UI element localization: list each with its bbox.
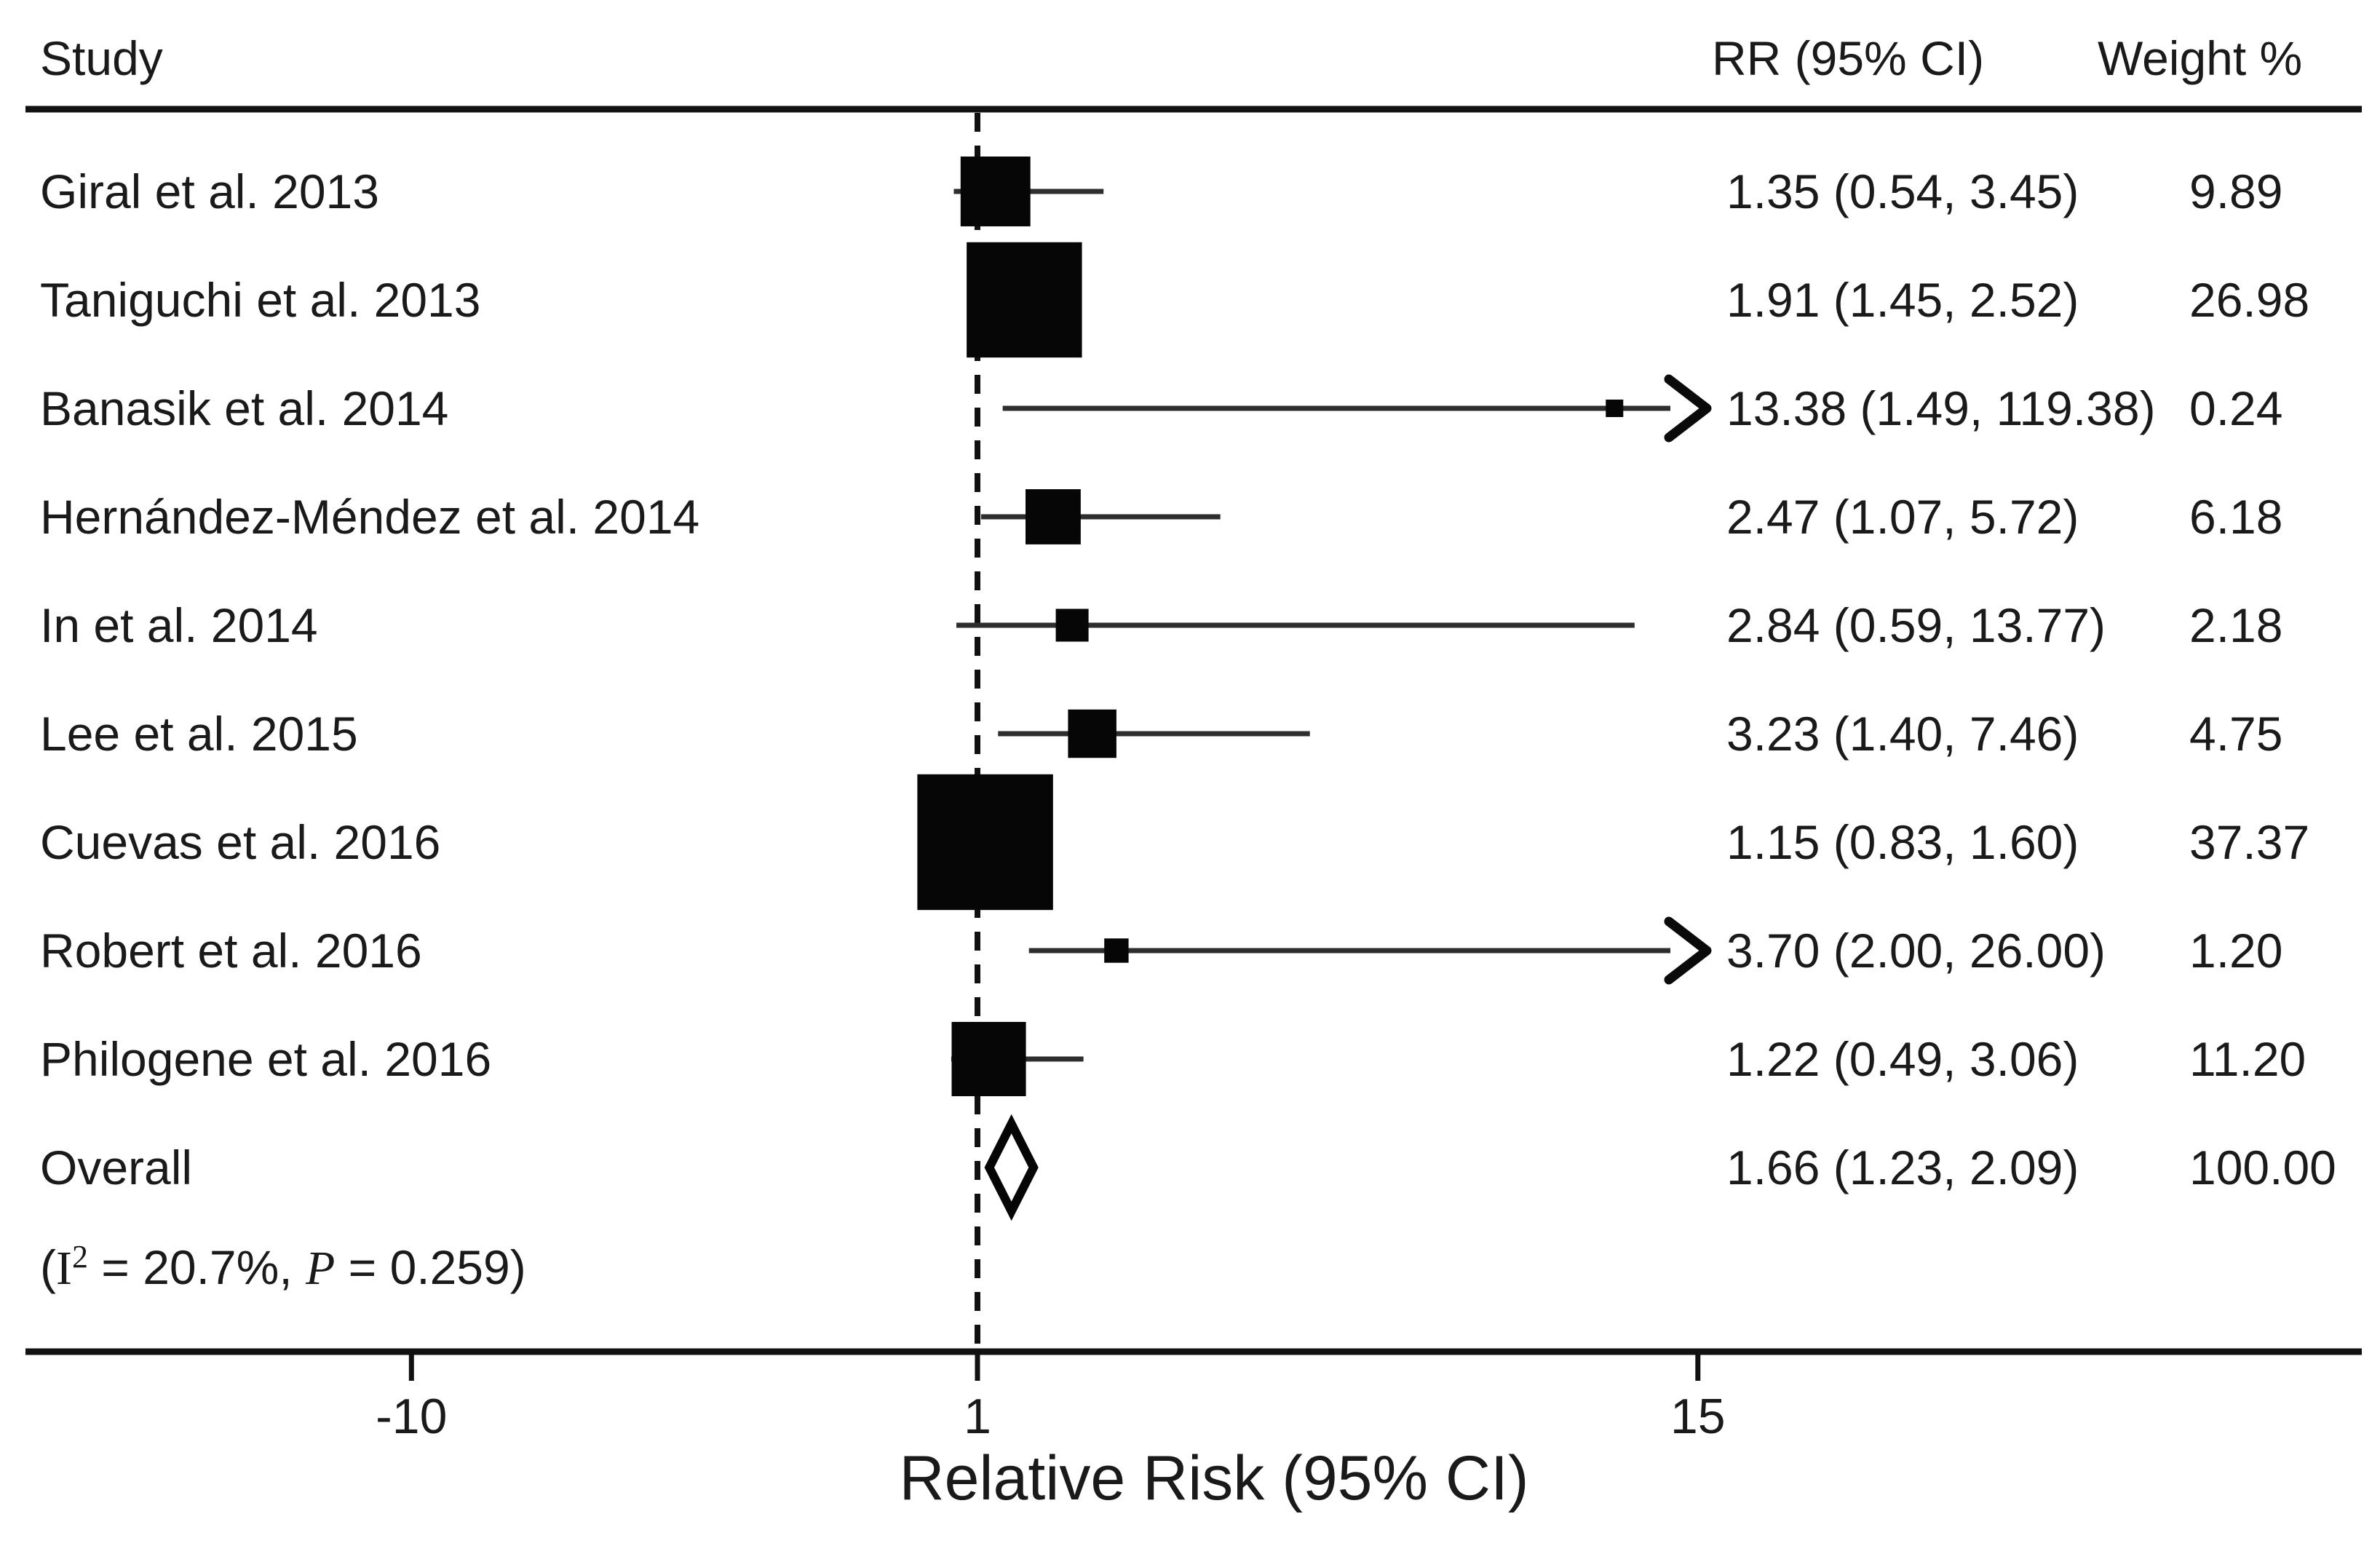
het-i-equals: =	[87, 1240, 143, 1294]
effect-square	[951, 1021, 1026, 1097]
het-close: )	[509, 1240, 526, 1294]
heterogeneity-note: (I2 = 20.7%, P = 0.259)	[40, 1240, 526, 1295]
weight-value: 6.18	[2189, 490, 2283, 544]
het-i-value: 20.7%,	[143, 1240, 293, 1294]
weight-value: 11.20	[2189, 1032, 2306, 1086]
weight-value: 2.18	[2189, 598, 2283, 652]
effect-square	[1068, 709, 1116, 758]
rr-value: 1.91 (1.45, 2.52)	[1726, 273, 2079, 327]
effect-square	[967, 242, 1082, 358]
weight-value: 0.24	[2189, 381, 2283, 435]
rr-value: 1.35 (0.54, 3.45)	[1726, 164, 2079, 218]
study-label: Robert et al. 2016	[40, 924, 422, 978]
tick-label: -10	[376, 1389, 448, 1444]
study-label: Giral et al. 2013	[40, 164, 379, 218]
rr-value: 13.38 (1.49, 119.38)	[1726, 381, 2156, 435]
effect-square	[917, 774, 1053, 911]
weight-value: 26.98	[2189, 273, 2310, 327]
study-label: Banasik et al. 2014	[40, 381, 449, 435]
tick-label: 1	[964, 1389, 991, 1444]
rr-value: 1.15 (0.83, 1.60)	[1726, 815, 2079, 869]
overall-label: Overall	[40, 1141, 193, 1194]
effect-square	[960, 156, 1031, 226]
effect-square	[1026, 489, 1081, 544]
rr-value: 3.23 (1.40, 7.46)	[1726, 707, 2079, 761]
study-label: Taniguchi et al. 2013	[40, 273, 481, 327]
study-label: Philogene et al. 2016	[40, 1032, 492, 1086]
het-p-equals: =	[335, 1240, 390, 1294]
rr-value: 1.22 (0.49, 3.06)	[1726, 1032, 2079, 1086]
column-header-rr: RR (95% CI)	[1712, 31, 1985, 85]
het-open: (	[40, 1240, 56, 1294]
study-label: Hernández-Méndez et al. 2014	[40, 490, 700, 544]
effect-square	[1104, 938, 1129, 963]
weight-value: 4.75	[2189, 707, 2283, 761]
rr-value: 3.70 (2.00, 26.00)	[1726, 924, 2106, 978]
het-i-superscript: 2	[71, 1239, 88, 1275]
study-label: In et al. 2014	[40, 598, 318, 652]
tick-label: 15	[1670, 1389, 1726, 1444]
het-i-symbol: I	[55, 1242, 72, 1295]
rr-value: 2.47 (1.07, 5.72)	[1726, 490, 2079, 544]
x-axis-title: Relative Risk (95% CI)	[899, 1443, 1529, 1513]
het-spacer	[293, 1240, 306, 1294]
column-header-study: Study	[40, 31, 163, 85]
weight-value: 1.20	[2189, 924, 2283, 978]
weight-value: 100.00	[2189, 1141, 2336, 1194]
ci-clipped-arrow-icon	[1664, 374, 1712, 443]
weight-value: 37.37	[2189, 815, 2310, 869]
column-header-weight: Weight %	[2098, 31, 2303, 85]
ci-clipped-arrow-icon	[1664, 916, 1712, 985]
weight-value: 9.89	[2189, 164, 2283, 218]
study-label: Lee et al. 2015	[40, 707, 358, 761]
rr-value: 1.66 (1.23, 2.09)	[1726, 1141, 2079, 1194]
effect-square	[1055, 609, 1089, 642]
het-p-value: 0.259	[389, 1240, 510, 1294]
study-label: Cuevas et al. 2016	[40, 815, 441, 869]
effect-square	[1606, 400, 1624, 417]
het-p-symbol: P	[306, 1242, 336, 1295]
overall-diamond	[984, 1114, 1039, 1221]
rr-value: 2.84 (0.59, 13.77)	[1726, 598, 2106, 652]
